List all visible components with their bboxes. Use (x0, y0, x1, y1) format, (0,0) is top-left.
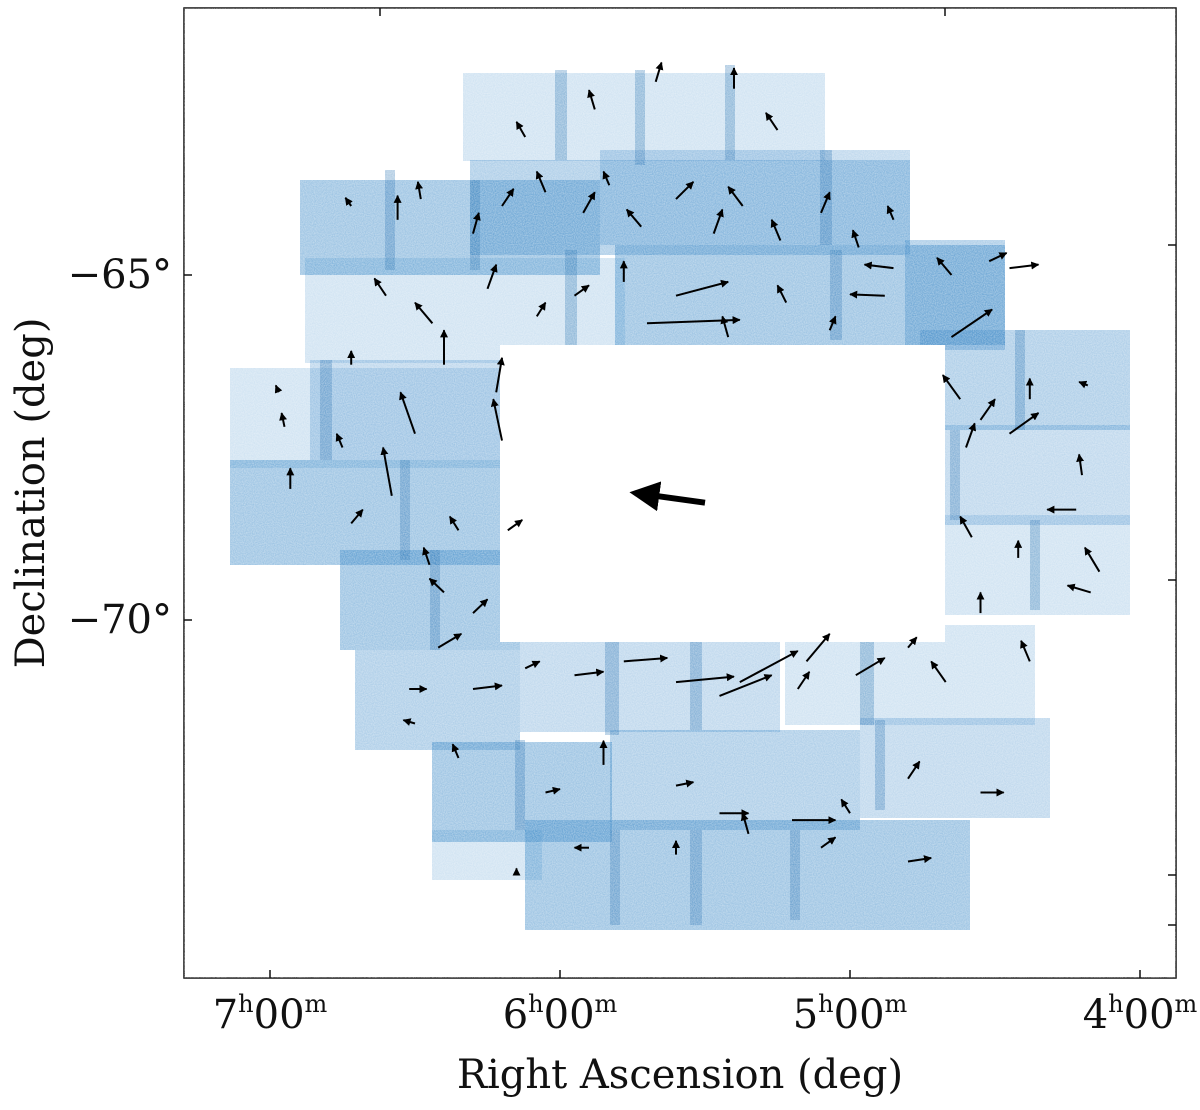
motion-vector (380, 446, 393, 496)
motion-vector (1078, 380, 1089, 389)
motion-vector (472, 598, 489, 614)
motion-vector (573, 284, 590, 297)
motion-vector (545, 786, 561, 795)
motion-vector (582, 191, 596, 214)
motion-vector (399, 391, 416, 435)
motion-vector (712, 208, 724, 234)
motion-vector (344, 197, 353, 207)
motion-vector (740, 812, 750, 835)
motion-vector (950, 308, 993, 338)
motion-vector (472, 682, 503, 691)
motion-vector (820, 191, 831, 214)
y-axis-ticks: −65° −70° (68, 244, 1176, 926)
motion-vector (719, 674, 773, 697)
x-axis-title: Right Ascension (deg) (457, 1052, 903, 1098)
motion-vector (1008, 412, 1040, 435)
motion-vector (675, 673, 735, 684)
motion-vector (574, 668, 605, 677)
motion-vector (965, 422, 977, 448)
motion-vector (415, 181, 424, 200)
motion-vector (770, 219, 782, 241)
center-motion-arrow (629, 481, 706, 512)
motion-vector (727, 186, 744, 207)
motion-vector (279, 412, 287, 428)
motion-vector (907, 760, 921, 780)
star-density-map (184, 8, 1176, 978)
y-axis-title: Declination (deg) (8, 318, 54, 669)
motion-vector (988, 252, 1008, 263)
motion-vector (414, 301, 434, 324)
motion-vector (675, 279, 729, 297)
motion-vector (1009, 261, 1040, 270)
motion-vector (936, 257, 953, 276)
motion-vector (524, 660, 541, 670)
motion-vector (828, 315, 837, 331)
motion-vector (863, 261, 894, 270)
motion-vector (490, 398, 503, 441)
motion-vector (472, 212, 481, 234)
motion-vector (1066, 583, 1091, 594)
motion-vector (907, 636, 918, 649)
motion-vector (1020, 639, 1031, 662)
motion-vector (451, 743, 460, 759)
motion-vector (486, 263, 498, 290)
proper-motion-vectors (274, 61, 1101, 876)
motion-vector (1076, 453, 1085, 476)
motion-vector (840, 798, 851, 814)
motion-vector (930, 660, 947, 683)
motion-vector (535, 170, 547, 193)
motion-vector (849, 290, 885, 299)
y-tick-label: −65° (68, 252, 172, 298)
motion-vector (602, 170, 611, 186)
motion-vector (886, 205, 895, 221)
motion-vector (820, 836, 837, 849)
x-axis-ticks: 7h00m 6h00m 5h00m 4h00m (213, 8, 1198, 1038)
motion-vector (776, 284, 788, 304)
motion-vector (979, 398, 996, 421)
motion-vector (402, 718, 416, 726)
motion-vector (941, 374, 962, 400)
motion-vector (855, 657, 886, 677)
motion-vector (437, 632, 463, 649)
motion-vector (501, 188, 515, 207)
motion-vector (335, 432, 344, 448)
motion-vector (851, 229, 860, 248)
motion-vector (959, 515, 973, 538)
masked-center (500, 345, 945, 642)
motion-vector (422, 546, 431, 566)
motion-vector (274, 384, 283, 394)
motion-vector (805, 633, 831, 663)
motion-vector (515, 121, 527, 138)
motion-vector (535, 301, 547, 317)
x-tick-label: 6h00m (503, 990, 618, 1038)
motion-vector (448, 515, 460, 531)
motion-vector (350, 508, 364, 525)
motion-vector (796, 671, 811, 690)
y-tick-label: −70° (68, 597, 172, 643)
motion-vector (495, 357, 505, 393)
x-tick-label: 5h00m (793, 990, 908, 1038)
motion-vector (720, 315, 730, 338)
x-tick-label: 7h00m (213, 990, 328, 1038)
motion-vector (625, 208, 642, 228)
motion-vector (623, 654, 669, 663)
motion-vector (675, 779, 695, 788)
motion-vector (587, 89, 596, 110)
motion-vector (675, 181, 695, 200)
motion-vector (373, 277, 387, 297)
motion-vector (507, 519, 523, 532)
motion-vector (765, 112, 779, 131)
motion-vector (428, 577, 445, 594)
motion-vector (907, 855, 932, 864)
motion-vector (654, 61, 664, 83)
x-tick-label: 4h00m (1083, 990, 1198, 1038)
motion-vector (1084, 546, 1101, 573)
motion-vector (739, 650, 799, 683)
